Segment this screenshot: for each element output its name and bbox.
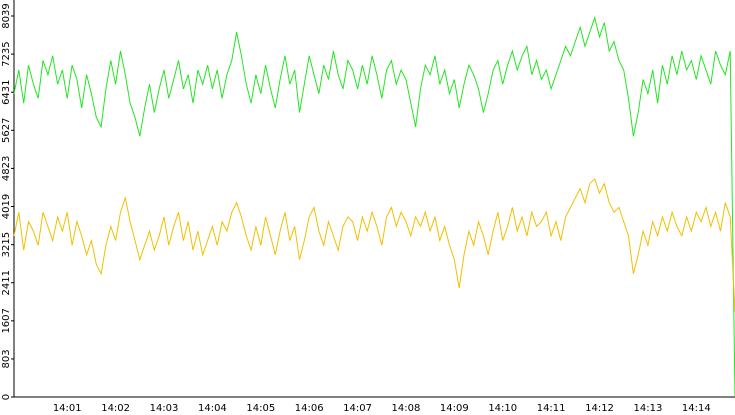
x-tick-label: 14:11 <box>537 403 566 414</box>
x-tick-label: 14:06 <box>295 403 324 414</box>
x-tick-label: 14:12 <box>585 403 614 414</box>
series-line <box>13 178 735 312</box>
y-tick-label: 3215 <box>1 232 12 257</box>
x-tick-label: 14:13 <box>633 403 662 414</box>
x-tick-label: 14:10 <box>488 403 517 414</box>
x-tick-label: 14:03 <box>150 403 179 414</box>
x-tick-label: 14:02 <box>101 403 130 414</box>
x-tick-label: 14:07 <box>343 403 372 414</box>
x-tick-label: 14:08 <box>392 403 421 414</box>
y-tick-label: 7235 <box>1 41 12 66</box>
series-line <box>13 16 735 398</box>
y-tick-label: 4823 <box>1 156 12 181</box>
y-tick-label: 1607 <box>1 308 12 333</box>
x-tick-label: 14:09 <box>440 403 469 414</box>
x-tick-label: 14:14 <box>682 403 711 414</box>
x-tick-label: 14:04 <box>198 403 227 414</box>
y-tick-label: 2411 <box>1 270 12 295</box>
y-tick-label: 8039 <box>1 3 12 28</box>
x-tick-label: 14:01 <box>53 403 82 414</box>
y-tick-label: 6431 <box>1 79 12 104</box>
x-tick-label: 14:05 <box>246 403 275 414</box>
y-tick-label: 0 <box>1 394 12 400</box>
y-tick-label: 4019 <box>1 194 12 219</box>
y-tick-label: 5627 <box>1 118 12 143</box>
y-tick-label: 803 <box>1 349 12 368</box>
